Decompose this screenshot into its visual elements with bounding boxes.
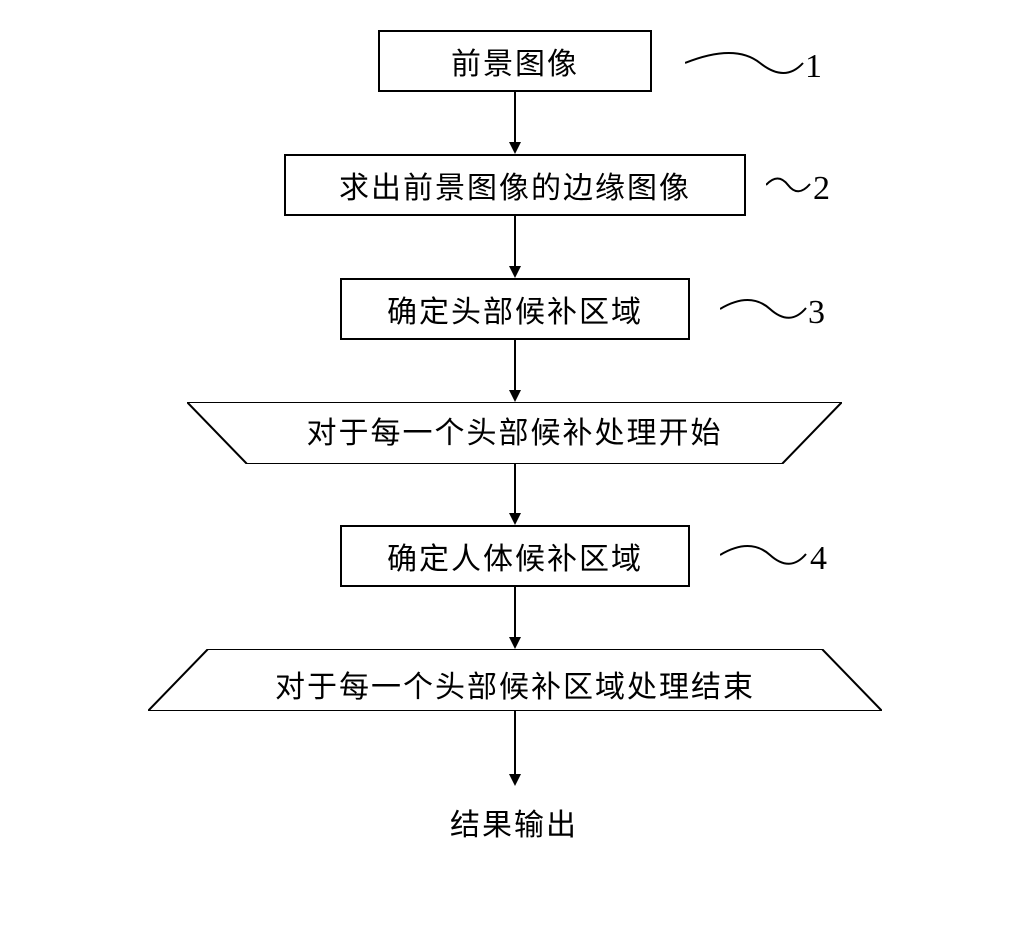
- node-label: 对于每一个头部候补区域处理结束: [275, 662, 755, 706]
- flowchart-container: 前景图像 1 求出前景图像的边缘图像 2 确定头部候补区域 3 对于每一个头部候…: [0, 0, 1020, 939]
- node-label: 求出前景图像的边缘图像: [339, 163, 691, 207]
- node-body-candidate: 确定人体候补区域: [340, 525, 690, 587]
- node-label: 确定人体候补区域: [387, 534, 643, 578]
- curve-connector-2: [766, 170, 812, 209]
- node-edge-image: 求出前景图像的边缘图像: [284, 154, 746, 216]
- arrow-3-4: [505, 340, 525, 402]
- arrow-1-2: [505, 92, 525, 154]
- node-label: 前景图像: [451, 39, 579, 83]
- node-head-candidate: 确定头部候补区域: [340, 278, 690, 340]
- node-label: 对于每一个头部候补处理开始: [307, 408, 723, 452]
- node-foreground-image: 前景图像: [378, 30, 652, 92]
- number-label-4: 4: [810, 540, 827, 578]
- number-label-1: 1: [805, 48, 822, 86]
- node-loop-start: 对于每一个头部候补处理开始: [187, 402, 842, 464]
- number-label-2: 2: [813, 170, 830, 208]
- curve-connector-3: [720, 294, 808, 333]
- node-label: 确定头部候补区域: [387, 287, 643, 331]
- number-label-3: 3: [808, 294, 825, 332]
- arrow-5-6: [505, 587, 525, 649]
- curve-connector-4: [720, 540, 808, 579]
- arrow-2-3: [505, 216, 525, 278]
- node-loop-end: 对于每一个头部候补区域处理结束: [148, 649, 882, 711]
- arrow-6-7: [505, 711, 525, 786]
- arrow-4-5: [505, 464, 525, 525]
- curve-connector-1: [685, 48, 805, 87]
- node-output: 结果输出: [450, 800, 578, 844]
